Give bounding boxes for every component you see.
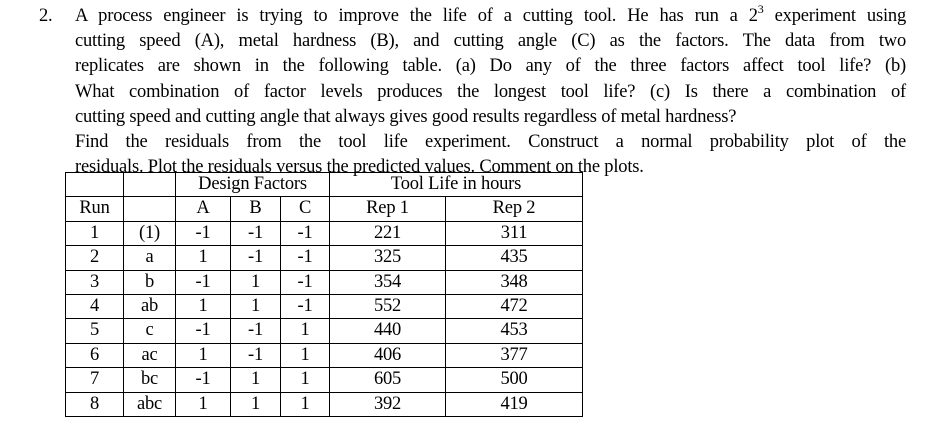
problem-text-line: replicates are shown in the following ta… <box>75 56 906 77</box>
col-header-run: Run <box>65 196 124 222</box>
cell-treatment: b <box>123 269 176 296</box>
cell-rep1: 325 <box>329 245 447 271</box>
col-header-a: A <box>175 196 231 222</box>
table-row: 5 c -1 -1 1 440 453 <box>65 318 584 344</box>
empty-cell <box>65 171 124 198</box>
table-column-header-row: Run A B C Rep 1 Rep 2 <box>65 196 584 222</box>
cell-factor-c: 1 <box>279 342 331 369</box>
cell-factor-c: -1 <box>279 220 331 247</box>
col-header-b: B <box>230 196 281 222</box>
cell-factor-c: 1 <box>279 367 331 393</box>
cell-treatment: (1) <box>123 220 176 247</box>
cell-run: 6 <box>65 342 124 369</box>
cell-rep1: 392 <box>329 391 447 418</box>
cell-factor-a: 1 <box>175 342 231 369</box>
cell-treatment: abc <box>123 391 176 418</box>
col-header-rep2: Rep 2 <box>445 196 584 222</box>
cell-factor-c: -1 <box>279 245 331 271</box>
cell-rep2: 348 <box>445 269 584 296</box>
cell-factor-c: -1 <box>279 269 331 296</box>
cell-rep2: 377 <box>445 342 584 369</box>
problem-statement: 2. A process engineer is trying to impro… <box>39 1 907 180</box>
cell-factor-b: -1 <box>230 245 281 271</box>
cell-factor-a: -1 <box>175 269 231 296</box>
cell-rep1: 406 <box>329 342 447 369</box>
cell-rep2: 472 <box>445 294 584 320</box>
cell-run: 3 <box>65 269 124 296</box>
problem-text-line: A process engineer is trying to improve … <box>75 1 907 29</box>
cell-factor-b: -1 <box>230 220 281 247</box>
cell-rep1: 354 <box>329 269 447 296</box>
cell-factor-a: -1 <box>175 318 231 344</box>
cell-run: 1 <box>65 220 124 247</box>
cell-rep2: 419 <box>445 391 584 418</box>
cell-rep1: 440 <box>329 318 447 344</box>
cell-treatment: ab <box>123 294 176 320</box>
cell-factor-a: -1 <box>175 367 231 393</box>
problem-text-line: cutting speed (A), metal hardness (B), a… <box>75 31 906 52</box>
cell-run: 8 <box>65 391 124 418</box>
cell-treatment: c <box>123 318 176 344</box>
cell-treatment: bc <box>123 367 176 393</box>
cell-factor-c: -1 <box>279 294 331 320</box>
exponent-superscript: 3 <box>757 1 764 16</box>
cell-rep2: 453 <box>445 318 584 344</box>
problem-text-segment: experiment using <box>763 6 907 26</box>
cell-factor-a: 1 <box>175 245 231 271</box>
table-row: 6 ac 1 -1 1 406 377 <box>65 342 584 369</box>
group-header-tool-life: Tool Life in hours <box>329 171 584 198</box>
cell-run: 7 <box>65 367 124 393</box>
cell-treatment: a <box>123 245 176 271</box>
cell-factor-b: -1 <box>230 318 281 344</box>
col-header-treatment <box>123 196 176 222</box>
cell-factor-b: 1 <box>230 269 281 296</box>
cell-run: 4 <box>65 294 124 320</box>
cell-run: 5 <box>65 318 124 344</box>
cell-factor-a: -1 <box>175 220 231 247</box>
table-row: 8 abc 1 1 1 392 419 <box>65 391 584 418</box>
cell-factor-c: 1 <box>279 391 331 418</box>
problem-number: 2. <box>39 6 53 26</box>
cell-rep1: 605 <box>329 367 447 393</box>
problem-text-segment: A process engineer is trying to improve … <box>75 6 758 26</box>
cell-factor-b: 1 <box>230 391 281 418</box>
cell-factor-b: 1 <box>230 294 281 320</box>
cell-treatment: ac <box>123 342 176 369</box>
col-header-rep1: Rep 1 <box>329 196 447 222</box>
cell-rep2: 311 <box>445 220 584 247</box>
empty-cell <box>123 171 176 198</box>
col-header-c: C <box>279 196 331 222</box>
cell-factor-c: 1 <box>279 318 331 344</box>
problem-text-line: cutting speed and cutting angle that alw… <box>75 106 737 127</box>
cell-rep2: 435 <box>445 245 584 271</box>
cell-rep1: 221 <box>329 220 447 247</box>
table-row: 4 ab 1 1 -1 552 472 <box>65 294 584 320</box>
problem-text-line: What combination of factor levels produc… <box>75 81 906 102</box>
table-row: 7 bc -1 1 1 605 500 <box>65 367 584 393</box>
table-group-header-row: Design Factors Tool Life in hours <box>65 171 584 198</box>
cell-factor-b: -1 <box>230 342 281 369</box>
cell-factor-a: 1 <box>175 294 231 320</box>
table-row: 2 a 1 -1 -1 325 435 <box>65 245 584 271</box>
cell-factor-a: 1 <box>175 391 231 418</box>
experiment-data-table: Design Factors Tool Life in hours Run A … <box>65 171 584 418</box>
problem-text-line: Find the residuals from the tool life ex… <box>75 132 906 153</box>
table-row: 3 b -1 1 -1 354 348 <box>65 269 584 296</box>
group-header-design-factors: Design Factors <box>174 171 331 198</box>
table-row: 1 (1) -1 -1 -1 221 311 <box>65 220 584 247</box>
cell-factor-b: 1 <box>230 367 281 393</box>
cell-rep1: 552 <box>329 294 447 320</box>
cell-rep2: 500 <box>445 367 584 393</box>
cell-run: 2 <box>65 245 124 271</box>
